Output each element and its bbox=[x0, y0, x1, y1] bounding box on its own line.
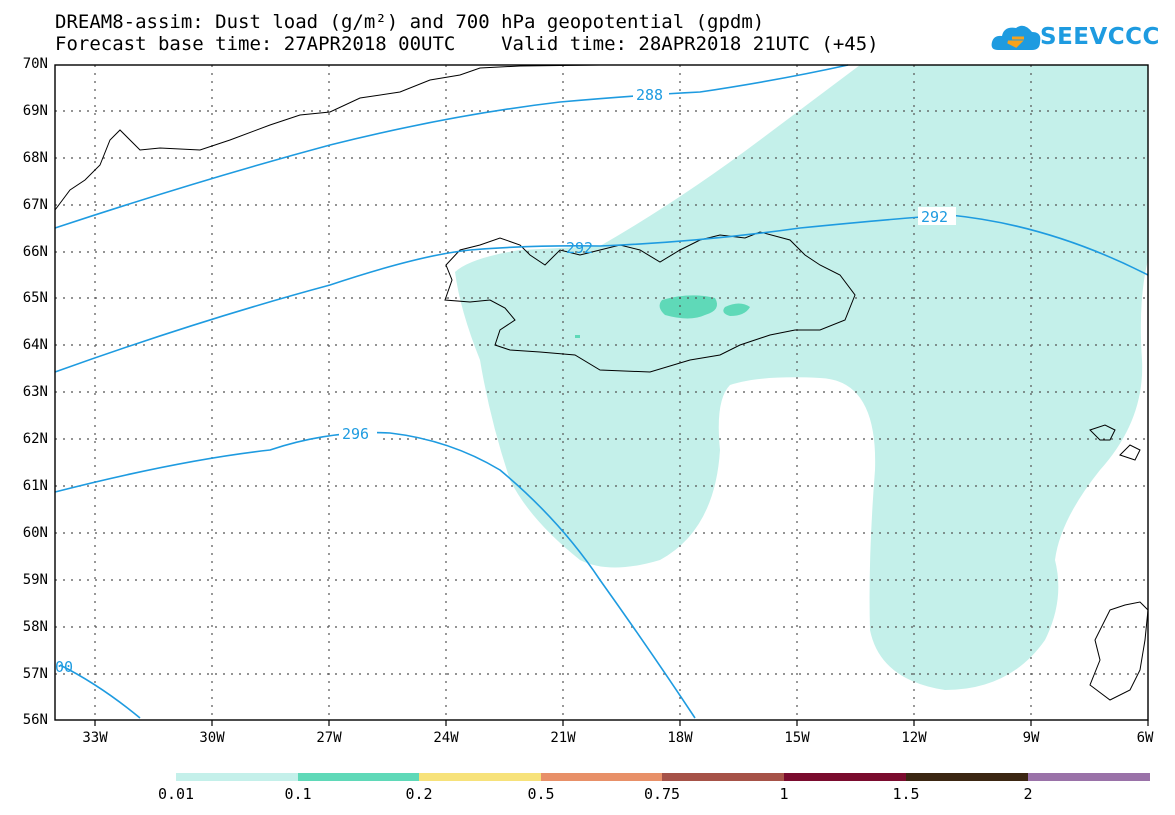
lon-label: 33W bbox=[82, 730, 108, 746]
lon-label: 24W bbox=[433, 730, 459, 746]
map-grid bbox=[55, 65, 1148, 720]
contour-label-292-b: 292 bbox=[921, 208, 948, 226]
lat-label: 68N bbox=[22, 150, 48, 166]
dust-area-medium bbox=[659, 295, 750, 319]
dust-area-light bbox=[455, 65, 1148, 690]
contour-296 bbox=[54, 431, 696, 719]
lat-label: 66N bbox=[22, 244, 48, 260]
map-frame bbox=[54, 64, 1149, 721]
lon-label: 27W bbox=[316, 730, 342, 746]
map-ticks bbox=[94, 720, 1149, 726]
scotland-island-coast bbox=[1119, 444, 1141, 461]
lon-label: 9W bbox=[1022, 730, 1040, 746]
colorbar-label: 0.75 bbox=[643, 785, 681, 803]
lon-label: 15W bbox=[784, 730, 810, 746]
colorbar-label: 1 bbox=[779, 785, 789, 803]
contour-288 bbox=[54, 64, 849, 229]
colorbar-segment-2 bbox=[298, 773, 419, 781]
lat-label: 62N bbox=[22, 431, 48, 447]
faroe-coast bbox=[1089, 424, 1116, 441]
lat-label: 65N bbox=[22, 290, 48, 306]
lat-label: 56N bbox=[22, 712, 48, 728]
lon-label: 30W bbox=[199, 730, 225, 746]
colorbar-label: 1.5 bbox=[892, 785, 920, 803]
colorbar-label: 0.2 bbox=[405, 785, 433, 803]
logo-text: SEEVCCC bbox=[1040, 24, 1160, 50]
lon-label: 6W bbox=[1136, 730, 1154, 746]
lon-label: 12W bbox=[901, 730, 927, 746]
iceland-coast bbox=[444, 231, 856, 373]
greenland-coast bbox=[54, 64, 601, 211]
lat-label: 58N bbox=[22, 619, 48, 635]
colorbar-segment-4 bbox=[541, 773, 662, 781]
lon-label: 18W bbox=[667, 730, 693, 746]
map-title-line-1: DREAM8-assim: Dust load (g/m²) and 700 h… bbox=[55, 11, 765, 33]
coastlines bbox=[54, 64, 1149, 701]
scotland-coast bbox=[1089, 601, 1149, 701]
colorbar-segment-7 bbox=[906, 773, 1028, 781]
colorbar bbox=[176, 773, 1150, 781]
colorbar-label: 0.01 bbox=[157, 785, 195, 803]
lat-label: 70N bbox=[22, 56, 48, 72]
lat-label: 63N bbox=[22, 384, 48, 400]
cloud-icon bbox=[991, 25, 1041, 50]
contour-label-288: 288 bbox=[636, 86, 663, 104]
lat-label: 64N bbox=[22, 337, 48, 353]
lat-label: 67N bbox=[22, 197, 48, 213]
colorbar-label: 2 bbox=[1023, 785, 1033, 803]
colorbar-segment-3 bbox=[419, 773, 541, 781]
contour-label-292-a: 292 bbox=[566, 239, 593, 257]
contour-labels: 288 292 292 296 00 bbox=[55, 86, 956, 676]
lat-label: 60N bbox=[22, 525, 48, 541]
lat-label: 69N bbox=[22, 103, 48, 119]
contour-300 bbox=[59, 664, 141, 719]
colorbar-segment-8 bbox=[1028, 773, 1150, 781]
colorbar-label: 0.1 bbox=[284, 785, 312, 803]
lat-label: 57N bbox=[22, 666, 48, 682]
lat-label: 59N bbox=[22, 572, 48, 588]
lat-label: 61N bbox=[22, 478, 48, 494]
lon-label: 21W bbox=[550, 730, 576, 746]
colorbar-label: 0.5 bbox=[527, 785, 555, 803]
contour-label-296: 296 bbox=[342, 425, 369, 443]
colorbar-segment-5 bbox=[662, 773, 784, 781]
contour-label-300: 00 bbox=[55, 658, 73, 676]
map-title-line-2: Forecast base time: 27APR2018 00UTC Vali… bbox=[55, 33, 879, 55]
colorbar-segment-1 bbox=[176, 773, 298, 781]
dust-area-medium-small bbox=[575, 335, 580, 338]
colorbar-segment-6 bbox=[784, 773, 906, 781]
